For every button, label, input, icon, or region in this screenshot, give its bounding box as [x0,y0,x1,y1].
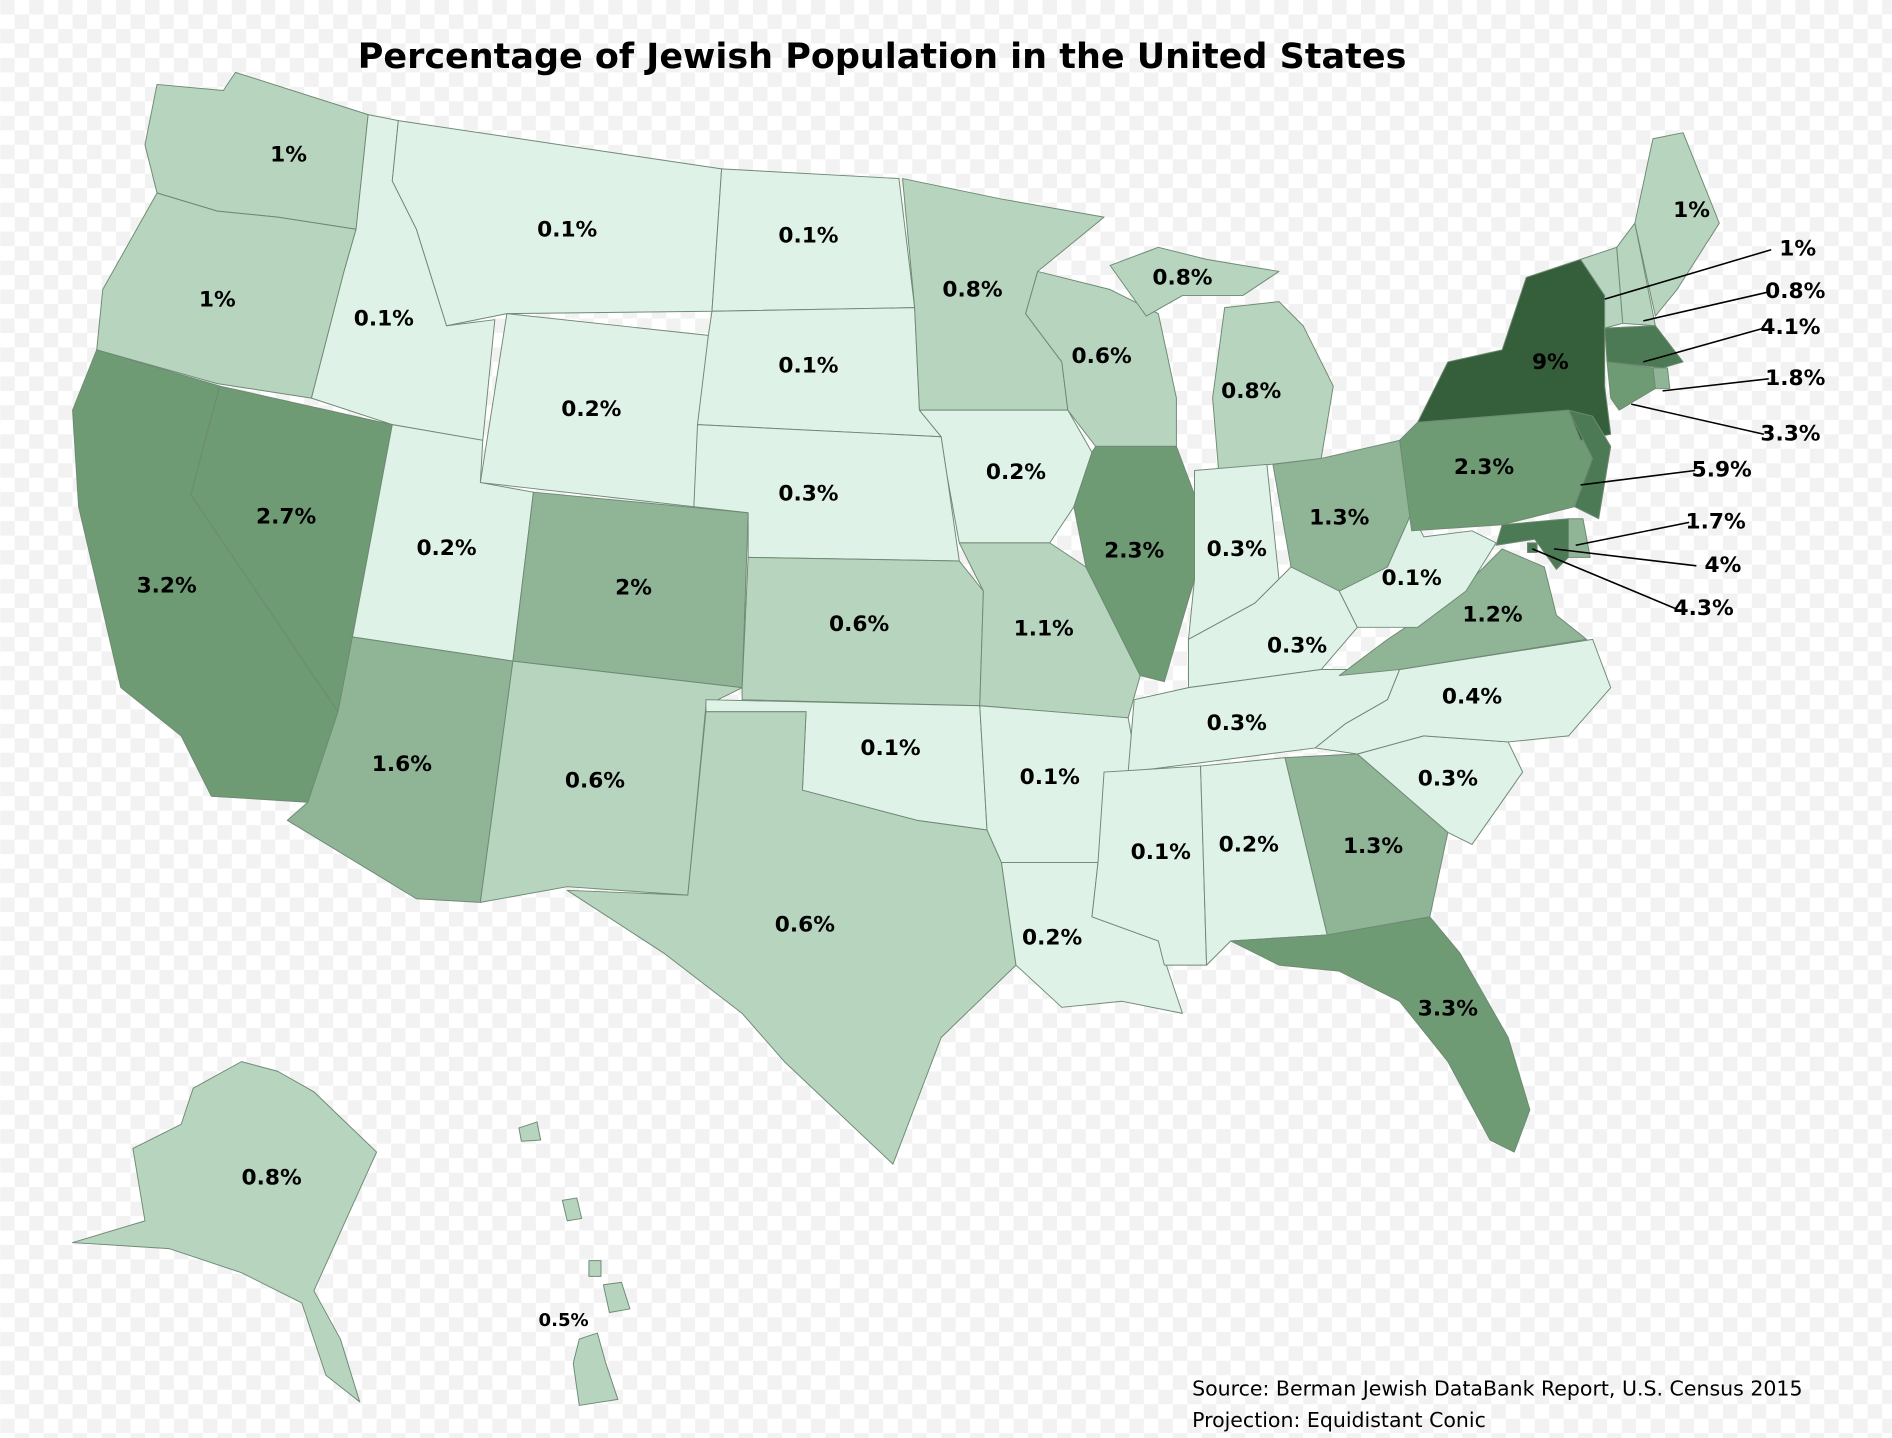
region [72,1061,378,1403]
region [1230,916,1531,1153]
region-label: 5.9% [1692,457,1752,482]
region-label: 0.5% [539,1310,589,1331]
region-label: 0.3% [1267,634,1327,659]
region-label: 0.1% [860,736,920,761]
region-label: 0.2% [416,536,476,561]
region-label: 1.6% [372,752,432,777]
region-label: 0.3% [778,482,838,507]
region [1604,325,1684,369]
region [602,1281,631,1314]
region-label: 9% [1532,350,1569,375]
region-label: 2% [615,576,652,601]
region-label: 1.8% [1765,366,1825,391]
region-label: 0.6% [829,612,889,637]
region-label: 1% [199,287,236,312]
region-label: 3.3% [1418,997,1478,1022]
region [566,711,1017,1165]
region-label: 0.3% [1207,711,1267,736]
region-label: 0.8% [942,278,1002,303]
leader-line [1643,327,1765,363]
region [1109,246,1280,317]
region-label: 0.6% [565,769,625,794]
region [588,1260,602,1277]
region-label: 0.1% [1020,765,1080,790]
region [1284,753,1449,936]
leader-line [1604,248,1772,300]
region [572,1332,619,1406]
region [561,1197,583,1222]
region-label: 0.3% [1207,537,1267,562]
leader-line [1531,548,1678,610]
region [518,1121,542,1142]
leader-line [1662,378,1769,392]
region-label: 0.2% [561,397,621,422]
leader-line [1580,469,1696,486]
region-label: 0.1% [1382,566,1442,591]
region-label: 0.1% [778,354,838,379]
region [1314,638,1612,755]
region-label: 0.2% [1219,833,1279,858]
region-label: 4% [1704,553,1741,578]
region-label: 0.8% [1152,266,1212,291]
leader-line [1631,403,1765,436]
regions [72,71,1720,1406]
map-title: Percentage of Jewish Population in the U… [358,37,1407,77]
leader-line [1643,291,1769,322]
labels: 1% 1% 3.2% 2.7% 0.1% 0.1% 0.2% 0.2% 2% 1.6% 0.6% 0.… [137,143,1826,1331]
region-label: 0.1% [537,217,597,242]
leader-line [1553,548,1697,567]
region-label: 3.2% [137,573,197,598]
region-label: 0.8% [1765,279,1825,304]
region-label: 4.1% [1760,315,1820,340]
region-label: 0.6% [1072,344,1132,369]
region-label: 0.1% [778,223,838,248]
region-label: 1.3% [1343,834,1403,859]
region [1606,361,1656,411]
region [958,542,1141,719]
region-label: 0.8% [242,1166,302,1191]
region-label: 0.4% [1442,684,1502,709]
region-label: 1% [1779,237,1816,262]
region-label: 1.1% [1014,617,1074,642]
region [1580,246,1624,329]
region-label: 0.6% [775,912,835,937]
region-label: 2.7% [256,505,316,530]
region-label: 0.8% [1221,379,1281,404]
region [1212,301,1334,471]
region-label: 0.3% [1418,766,1478,791]
region-label: 0.2% [986,460,1046,485]
region-label: 2.3% [1104,538,1164,563]
projection-note: Projection: Equidistant Conic [1192,1408,1486,1432]
region-label: 3.3% [1760,421,1820,446]
region-label: 0.2% [1022,926,1082,951]
region-label: 1% [270,143,307,168]
region [1073,445,1195,683]
region-label: 2.3% [1454,455,1514,480]
region-label: 1% [1673,198,1710,223]
region-label: 1.7% [1686,509,1746,534]
region-label: 4.3% [1674,596,1734,621]
region-label: 0.1% [1131,840,1191,865]
region-label: 0.1% [354,307,414,332]
region [1634,132,1720,317]
leader-line [1575,521,1690,547]
region [1568,409,1612,520]
region-label: 1.2% [1462,602,1522,627]
source-note: Source: Berman Jewish DataBank Report, U… [1192,1377,1802,1401]
region-label: 1.3% [1309,506,1369,531]
